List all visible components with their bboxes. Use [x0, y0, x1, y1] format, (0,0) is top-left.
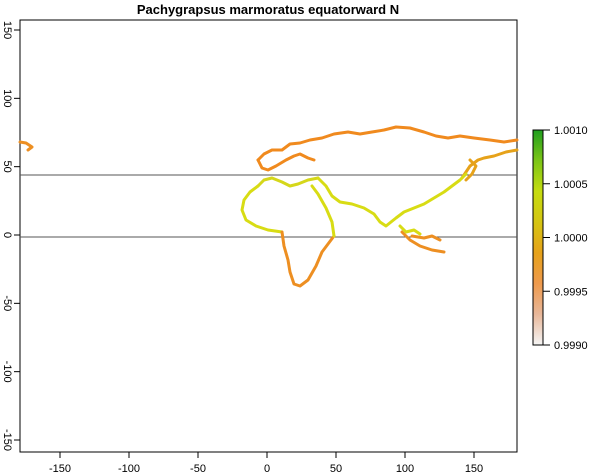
coastline-scandinavia — [256, 152, 316, 172]
coastline-africa — [240, 184, 284, 234]
x-tick-label: -100 — [118, 463, 140, 472]
x-axis-ticks: -150 -100 -50 0 50 100 150 — [49, 452, 483, 472]
legend-tick-label: 1.0010 — [554, 125, 588, 137]
legend-tick-label: 1.0000 — [554, 233, 588, 245]
y-tick-label: 150 — [1, 21, 13, 39]
coastline-north-eurasia — [256, 125, 519, 162]
legend-tick-label: 1.0005 — [554, 179, 588, 191]
coastline-asia-south — [316, 172, 468, 228]
y-tick-label: 50 — [1, 161, 13, 173]
coastline-se-asia-mainland — [398, 224, 422, 236]
reference-lines — [20, 174, 517, 238]
legend-tick-label: 0.9995 — [554, 286, 588, 298]
x-tick-label: 100 — [396, 463, 414, 472]
y-tick-label: -100 — [1, 361, 13, 383]
x-tick-label: 150 — [465, 463, 483, 472]
coastline-africa-south — [280, 230, 336, 288]
coastline-japan — [464, 158, 478, 182]
coastline-se-asia-islands — [400, 230, 446, 254]
x-tick-label: 50 — [330, 463, 342, 472]
legend-colorbar — [532, 129, 544, 346]
plot-frame — [19, 19, 518, 453]
y-tick-label: 0 — [1, 232, 13, 238]
coastline-europe — [256, 176, 320, 188]
y-tick-label: -150 — [1, 429, 13, 451]
y-axis-ticks: 150 100 50 0 -50 -100 -150 — [1, 21, 20, 451]
coastline-africa-east — [310, 184, 336, 238]
x-tick-label: -50 — [190, 463, 206, 472]
legend-tick-label: 0.9990 — [554, 340, 588, 352]
x-tick-label: -150 — [49, 463, 71, 472]
coastline-alaska-fragment — [18, 140, 34, 152]
y-tick-label: -50 — [1, 295, 13, 311]
legend-ticks: 1.0010 1.0005 1.0000 0.9995 0.9990 — [543, 125, 588, 352]
y-tick-label: 100 — [1, 89, 13, 107]
x-tick-label: 0 — [264, 463, 270, 472]
chart-title: Pachygrapsus marmoratus equatorward N — [137, 2, 399, 17]
coastline-east-asia — [460, 148, 519, 180]
coastlines — [18, 125, 519, 288]
